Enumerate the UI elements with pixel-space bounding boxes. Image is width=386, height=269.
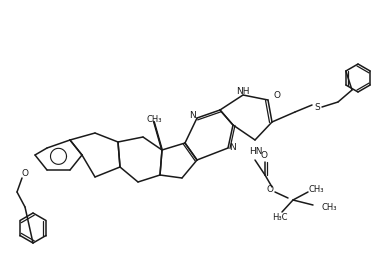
Text: S: S — [314, 102, 320, 111]
Text: O: O — [22, 168, 29, 178]
Text: HN: HN — [249, 147, 263, 157]
Text: CH₃: CH₃ — [321, 203, 337, 211]
Text: O: O — [261, 151, 267, 161]
Text: NH: NH — [236, 87, 250, 97]
Text: H₃C: H₃C — [272, 214, 288, 222]
Text: O: O — [266, 186, 274, 194]
Text: N: N — [189, 111, 195, 121]
Text: N: N — [230, 143, 236, 153]
Text: CH₃: CH₃ — [146, 115, 162, 125]
Text: CH₃: CH₃ — [308, 185, 324, 193]
Text: O: O — [274, 90, 281, 100]
